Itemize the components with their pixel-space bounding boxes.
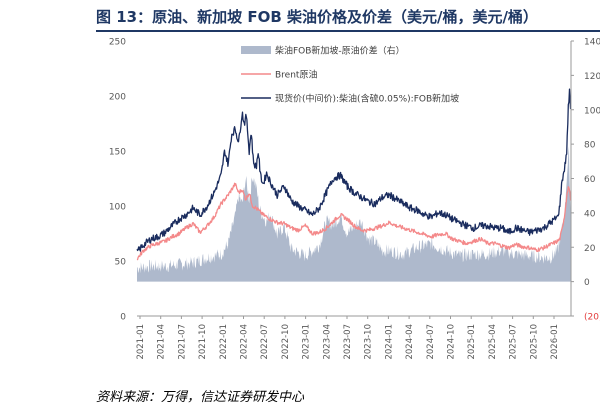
x-tick-label: 2023-04 [322,324,332,360]
x-tick-label: 2024-01 [384,324,394,360]
x-tick-label: 2021-04 [157,324,167,360]
x-tick-label: 2022-01 [219,324,229,360]
x-tick-label: 2025-01 [467,324,477,360]
x-tick-label: 2021-07 [177,324,187,360]
x-tick-label: 2025-10 [529,324,539,360]
x-tick-label: 2023-01 [302,324,312,360]
legend-label: 现货价(中间价):柴油(含硫0.05%):FOB新加坡 [275,93,459,105]
series-line-layer [136,88,572,261]
legend-item-diesel: 现货价(中间价):柴油(含硫0.05%):FOB新加坡 [241,93,459,105]
x-tick-label: 2022-04 [240,324,250,360]
y2-tick-label: (20) [584,313,600,323]
y2-tick-label: 20 [584,244,596,254]
axis-layer: 0 50 100 150 200 250 (20) 0 20 40 60 80 100 120 140 202… [109,38,600,360]
legend-item-brent: Brent原油 [241,69,317,81]
y-tick-label: 250 [109,38,126,48]
series-diesel-line [136,88,572,252]
x-tick-label: 2024-07 [426,324,436,360]
legend-item-spread: 柴油FOB新加坡-原油价差（右） [241,45,405,57]
y-tick-label: 0 [120,313,126,323]
x-tick-label: 2022-07 [260,324,270,360]
y2-tick-label: 80 [584,141,596,151]
title-underline [96,30,600,32]
y2-tick-label: 140 [584,38,600,48]
x-tick-label: 2022-10 [281,324,291,360]
y-tick-label: 50 [115,258,127,268]
series-spread-area [137,146,571,282]
y2-tick-label: 100 [584,106,600,116]
x-tick-label: 2023-07 [343,324,353,360]
chart-title: 图 13：原油、新加坡 FOB 柴油价格及价差（美元/桶，美元/桶） [96,8,538,26]
x-tick-label: 2024-10 [447,324,457,360]
legend-label: 柴油FOB新加坡-原油价差（右） [275,45,405,57]
x-tick-label: 2023-10 [364,324,374,360]
x-tick-label: 2025-07 [509,324,519,360]
source-note: 资料来源：万得，信达证券研发中心 [96,390,305,405]
series-brent-line [136,182,572,261]
y-tick-label: 150 [109,148,126,158]
x-tick-label: 2021-01 [136,324,146,360]
y-tick-label: 100 [109,203,126,213]
legend: 柴油FOB新加坡-原油价差（右） Brent原油现货价(中间价):柴油(含硫0.0… [241,45,459,105]
x-tick-label: 2026-01 [550,324,560,360]
y-tick-label: 200 [109,93,126,103]
x-tick-label: 2025-04 [488,324,498,360]
y2-tick-label: 40 [584,209,596,219]
legend-label: Brent原油 [275,69,317,81]
y2-tick-label: 0 [584,278,590,288]
spread-area-layer [137,146,571,282]
legend-swatch [241,46,271,54]
x-tick-label: 2021-10 [198,324,208,360]
x-tick-label: 2024-04 [405,324,415,360]
y2-tick-label: 120 [584,72,600,82]
y2-tick-label: 60 [584,175,596,185]
